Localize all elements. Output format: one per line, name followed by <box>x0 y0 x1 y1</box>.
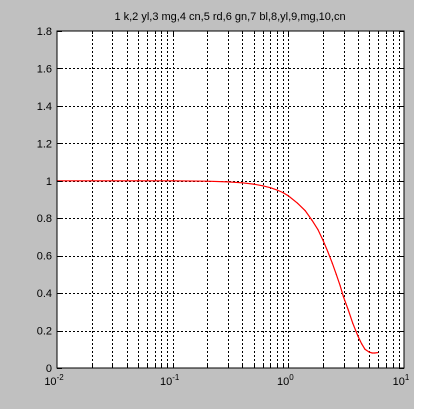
tick-marks <box>57 31 404 369</box>
y-tick-label: 0.6 <box>37 251 52 263</box>
grid-lines <box>57 31 404 368</box>
data-point <box>364 348 366 350</box>
data-point <box>331 262 333 264</box>
y-tick-label: 0 <box>46 363 52 375</box>
y-tick-label: 0.4 <box>37 288 52 300</box>
data-point <box>276 189 278 191</box>
data-point <box>374 352 376 354</box>
data-point <box>269 187 271 189</box>
data-point <box>352 322 354 324</box>
data-point <box>335 273 337 275</box>
y-tick-label: 1.8 <box>37 26 52 38</box>
data-point <box>91 180 93 182</box>
data-point <box>311 219 313 221</box>
data-point <box>357 335 359 337</box>
data-point <box>137 180 139 182</box>
data-point <box>252 183 255 185</box>
y-tick-label: 0.2 <box>37 326 52 338</box>
axes-background <box>57 31 404 368</box>
figure-window: 0 0.2 0.4 0.6 0.8 1 1.2 1.4 1.6 1.8 10-2 10-1 100 101… <box>0 0 414 409</box>
data-point <box>296 202 299 204</box>
series-line <box>57 180 378 354</box>
y-tick-label: 1.6 <box>37 63 52 75</box>
axes-box <box>56 30 405 369</box>
data-point <box>287 195 289 197</box>
data-point <box>368 351 370 353</box>
chart-title: 1 k,2 yl,3 mg,4 cn,5 rd,6 gn,7 bl,8,yl,9… <box>114 11 345 23</box>
y-tick-label: 1.4 <box>37 101 52 113</box>
y-tick-label: 1.2 <box>37 138 52 150</box>
data-point <box>317 228 319 231</box>
line-chart: 0 0.2 0.4 0.6 0.8 1 1.2 1.4 1.6 1.8 10-2 10-1 100 101… <box>37 11 410 388</box>
data-point <box>322 240 324 242</box>
data-point <box>282 192 284 194</box>
x-tick-label: 10-2 <box>44 373 64 388</box>
data-point <box>262 185 264 187</box>
data-point <box>347 309 349 311</box>
tick-labels: 0 0.2 0.4 0.6 0.8 1 1.2 1.4 1.6 1.8 10-2 10-1 100 101 <box>37 26 410 388</box>
data-series <box>56 180 379 354</box>
data-point <box>342 296 345 298</box>
x-tick-label: 100 <box>277 373 294 388</box>
data-point <box>339 285 341 287</box>
data-point <box>172 180 174 182</box>
data-point <box>371 352 373 354</box>
data-point <box>376 352 379 354</box>
x-tick-label: 10-1 <box>160 373 180 388</box>
data-point <box>241 182 243 184</box>
data-point <box>327 251 329 253</box>
y-tick-label: 1 <box>46 176 52 188</box>
data-point <box>206 180 209 182</box>
data-point <box>361 343 363 345</box>
data-point <box>304 210 306 212</box>
data-point <box>227 181 229 183</box>
y-tick-label: 0.8 <box>37 213 52 225</box>
x-tick-label: 101 <box>393 373 410 388</box>
